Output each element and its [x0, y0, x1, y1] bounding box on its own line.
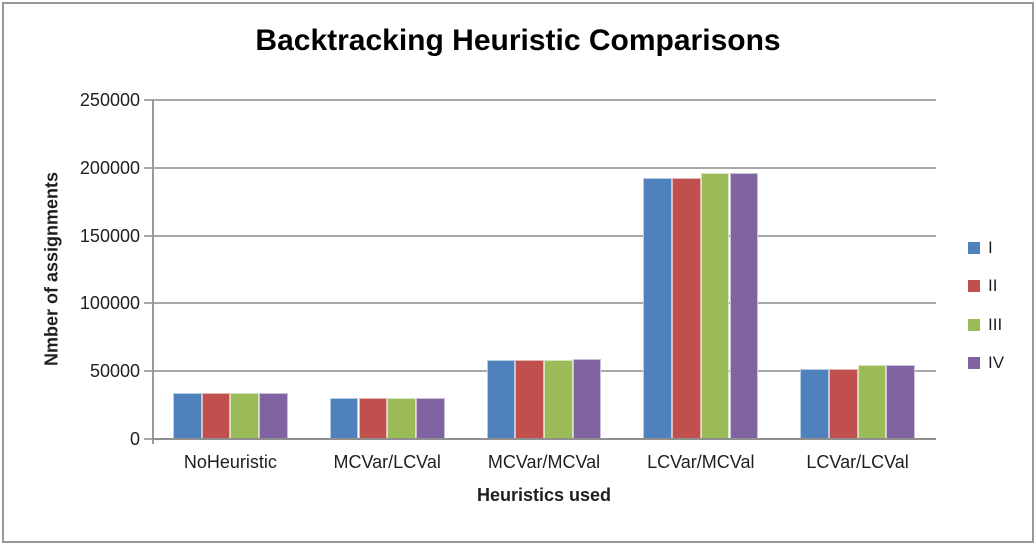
bar-III-LCVar/MCVal: [700, 173, 730, 439]
bar-IV-LCVar/LCVal: [886, 365, 915, 439]
y-tick-mark-250000: [144, 99, 152, 101]
x-axis-line: [152, 438, 936, 440]
gridline-100000: [152, 302, 936, 305]
bar-III-LCVar/LCVal: [857, 365, 887, 439]
legend-swatch-II: [968, 280, 980, 293]
y-tick-label: 150000: [79, 225, 140, 246]
y-tick-mark-100000: [144, 302, 152, 305]
legend-swatch-I: [968, 242, 980, 254]
legend-label-II: II: [988, 276, 998, 296]
x-category-label-MCVar/LCVal: MCVar/LCVal: [333, 452, 441, 472]
bar-I-LCVar/MCVal: [643, 177, 673, 439]
legend-swatch-III: [968, 318, 980, 331]
bar-II-LCVar/LCVal: [828, 369, 858, 439]
bar-IV-MCVar/MCVal: [572, 358, 602, 439]
bar-II-MCVar/MCVal: [515, 359, 544, 439]
bar-II-MCVar/LCVal: [358, 397, 388, 439]
legend-label-IV: IV: [988, 353, 1005, 373]
legend-label-I: I: [988, 238, 993, 257]
x-category-label-NoHeuristic: NoHeuristic: [183, 452, 277, 472]
gridline-150000: [152, 234, 936, 237]
bar-IV-MCVar/LCVal: [415, 397, 445, 439]
y-tick-mark-150000: [144, 234, 152, 237]
legend-item-III: III: [968, 315, 1002, 335]
bar-IV-LCVar/MCVal: [729, 173, 759, 439]
bar-III-MCVar/MCVal: [544, 359, 573, 439]
bar-I-LCVar/LCVal: [800, 369, 829, 439]
legend-label-III: III: [988, 314, 1003, 334]
legend-swatch-IV: [968, 357, 980, 370]
x-category-label-LCVar/MCVal: LCVar/MCVal: [647, 452, 755, 472]
bar-III-NoHeuristic: [230, 392, 260, 439]
y-axis-title: Nmber of assignments: [41, 171, 62, 367]
bar-I-NoHeuristic: [173, 392, 202, 439]
y-axis-line: [152, 100, 154, 444]
y-tick-label: 250000: [79, 90, 140, 110]
bar-II-NoHeuristic: [201, 392, 231, 439]
y-tick-label: 50000: [89, 361, 140, 382]
gridline-250000: [152, 99, 936, 101]
y-tick-mark-200000: [144, 166, 152, 169]
y-tick-mark-0: [144, 438, 152, 440]
bar-I-MCVar/MCVal: [486, 360, 516, 439]
chart-title: Backtracking Heuristic Comparisons: [255, 24, 781, 57]
y-tick-label: 200000: [79, 157, 140, 178]
bar-III-MCVar/LCVal: [387, 397, 416, 439]
bar-IV-NoHeuristic: [259, 392, 288, 439]
legend-item-I: I: [968, 238, 993, 258]
y-tick-label: 100000: [79, 293, 140, 314]
bar-II-LCVar/MCVal: [672, 177, 701, 439]
x-category-label-LCVar/LCVal: LCVar/LCVal: [806, 452, 909, 472]
gridline-200000: [152, 166, 936, 169]
y-tick-mark-50000: [144, 370, 152, 373]
y-tick-label: 0: [129, 429, 140, 449]
legend-item-IV: IV: [968, 353, 1004, 373]
x-axis-title: Heuristics used: [476, 485, 612, 505]
legend-item-II: II: [968, 276, 997, 296]
x-category-label-MCVar/MCVal: MCVar/MCVal: [487, 452, 601, 472]
bar-I-MCVar/LCVal: [329, 397, 359, 439]
